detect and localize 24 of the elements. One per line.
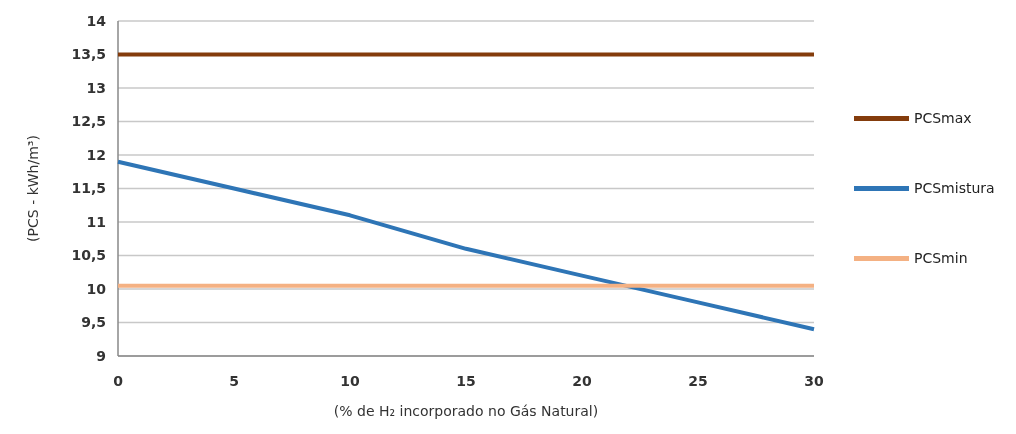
x-tick-label: 25 — [688, 373, 708, 389]
x-tick-label: 15 — [456, 373, 476, 389]
x-axis-title: (% de H₂ incorporado no Gás Natural) — [333, 403, 599, 419]
x-tick-label: 5 — [229, 373, 239, 389]
y-tick-label: 12 — [86, 146, 106, 163]
y-tick-label: 14 — [86, 12, 107, 29]
y-tick-label: 12,5 — [71, 113, 106, 130]
y-axis-title: (PCS - kWh/m³) — [25, 135, 41, 242]
x-tick-label: 30 — [804, 373, 824, 389]
y-tick-label: 13,5 — [71, 46, 106, 63]
x-tick-label: 20 — [572, 373, 592, 389]
y-tick-label: 13 — [86, 79, 106, 96]
y-tick-label: 11 — [86, 213, 106, 230]
legend-label: PCSmax — [914, 110, 972, 127]
y-tick-label: 9,5 — [81, 314, 106, 331]
line-series — [116, 159, 816, 332]
y-tick-label: 10 — [86, 280, 107, 297]
y-tick-label: 10,5 — [71, 247, 106, 264]
y-tick-label: 11,5 — [71, 180, 106, 197]
x-tick-label: 10 — [340, 373, 360, 389]
legend-label: PCSmistura — [914, 180, 995, 197]
x-tick-label: 0 — [113, 373, 124, 389]
legend-label: PCSmin — [914, 250, 968, 267]
y-tick-label: 9 — [96, 347, 106, 364]
